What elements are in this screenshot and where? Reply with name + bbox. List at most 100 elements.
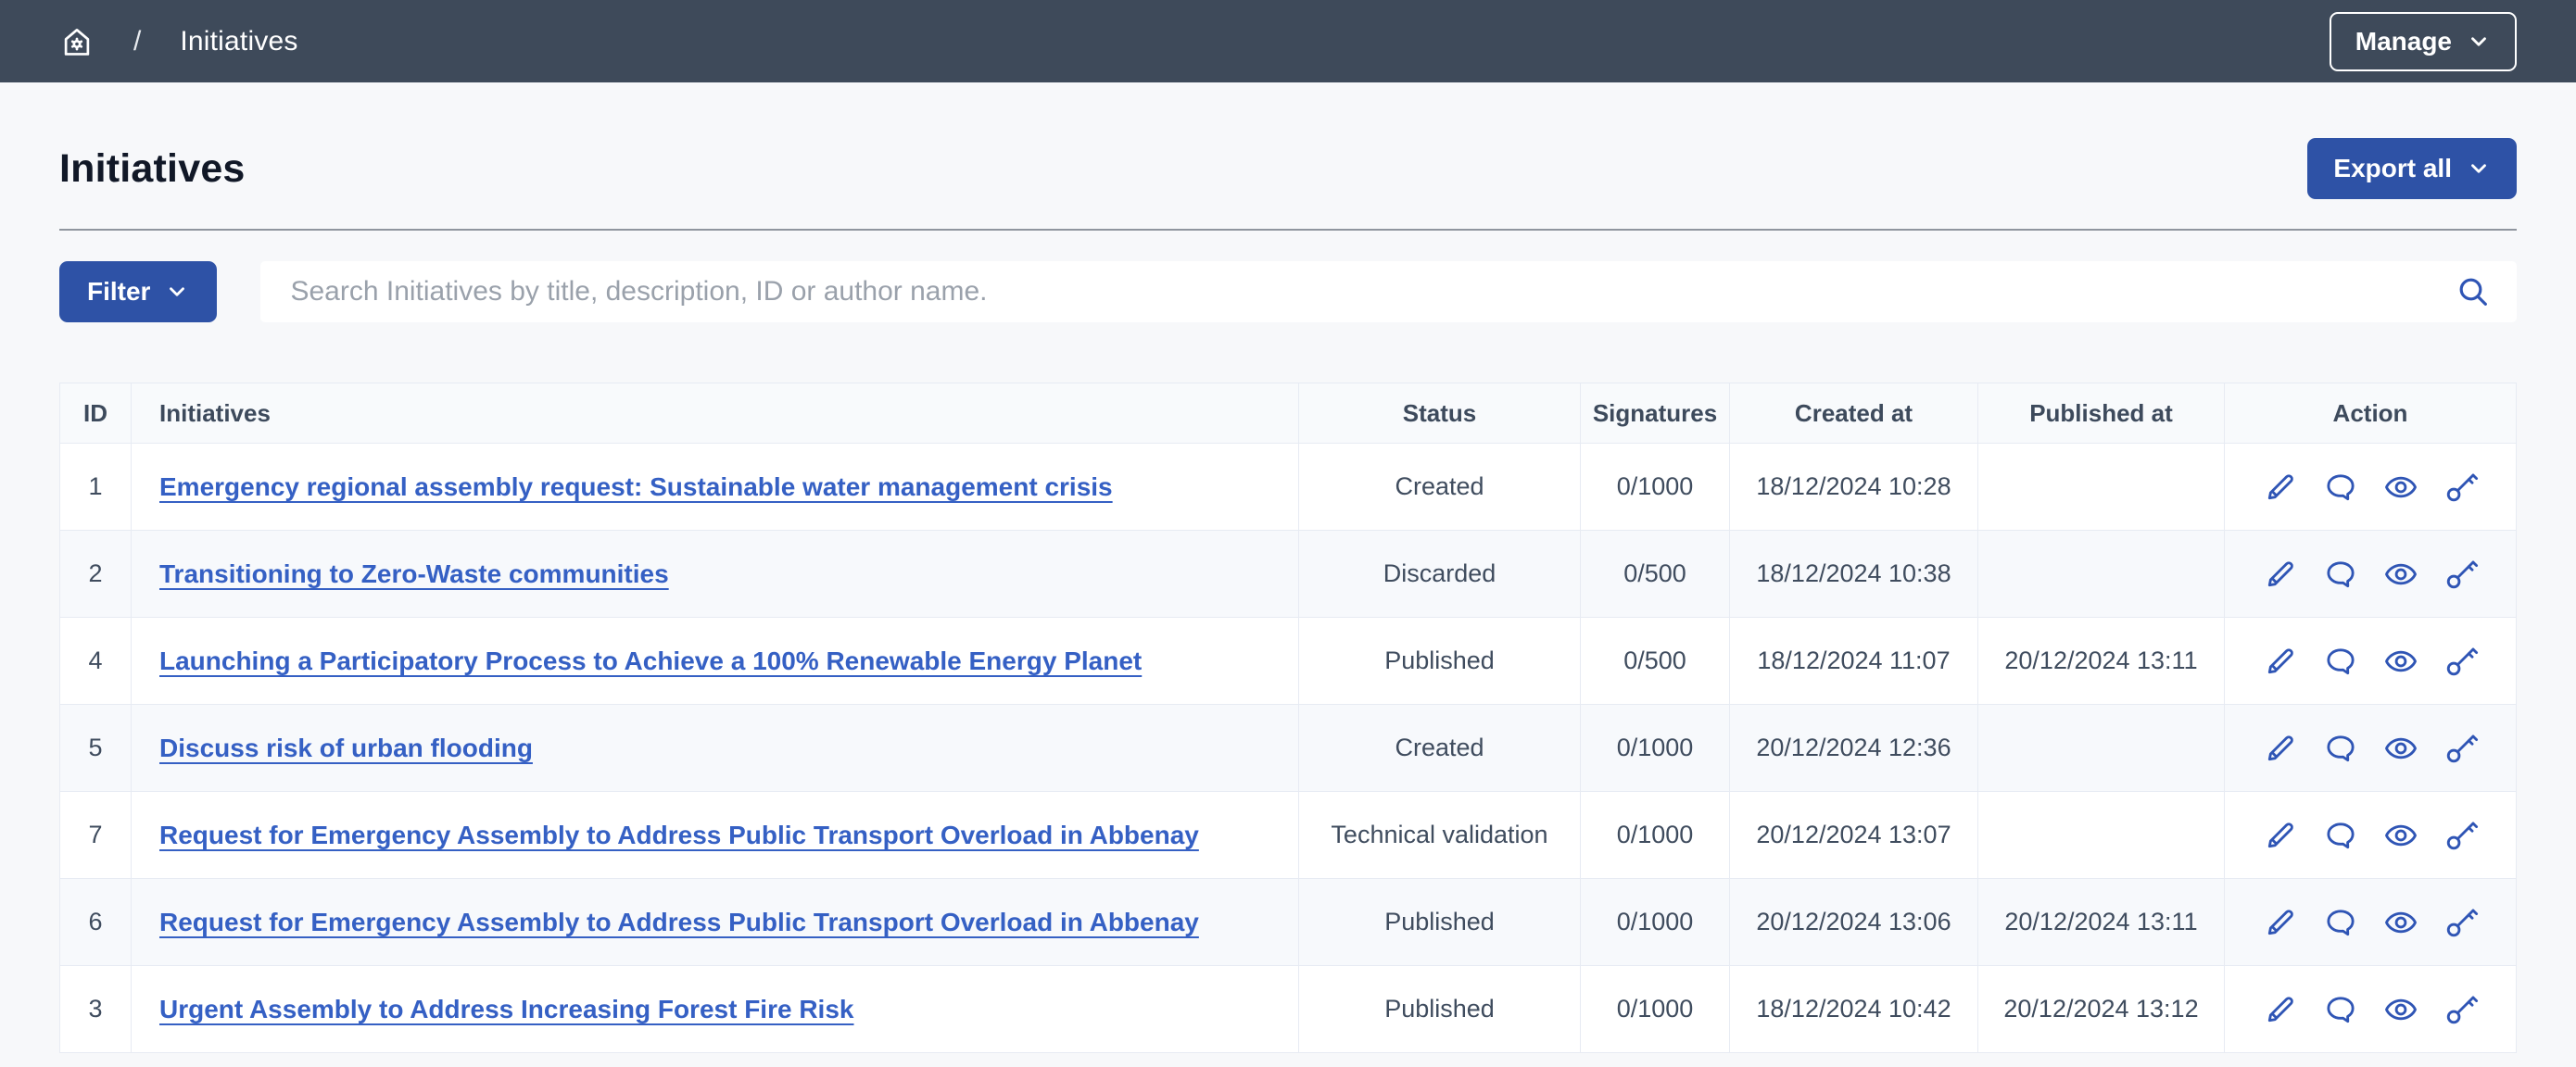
preview-eye-icon[interactable] bbox=[2382, 556, 2419, 593]
export-all-button[interactable]: Export all bbox=[2307, 138, 2517, 199]
breadcrumb-separator: / bbox=[133, 25, 142, 56]
answer-speech-bubble-icon[interactable] bbox=[2322, 643, 2359, 680]
breadcrumb: / Initiatives bbox=[59, 24, 298, 59]
initiative-signatures: 0/1000 bbox=[1580, 704, 1730, 792]
table-row: 6 Request for Emergency Assembly to Addr… bbox=[59, 878, 2517, 966]
initiative-title-link[interactable]: Discuss risk of urban flooding bbox=[159, 733, 533, 762]
edit-pencil-icon[interactable] bbox=[2262, 469, 2299, 506]
initiative-signatures: 0/1000 bbox=[1580, 965, 1730, 1053]
initiative-published-at: 20/12/2024 13:11 bbox=[1977, 617, 2225, 705]
initiative-signatures: 0/500 bbox=[1580, 617, 1730, 705]
preview-eye-icon[interactable] bbox=[2382, 904, 2419, 941]
edit-pencil-icon[interactable] bbox=[2262, 556, 2299, 593]
initiative-id: 2 bbox=[59, 530, 132, 618]
chevron-down-icon bbox=[2471, 36, 2486, 46]
edit-pencil-icon[interactable] bbox=[2262, 904, 2299, 941]
initiative-title-link[interactable]: Urgent Assembly to Address Increasing Fo… bbox=[159, 994, 854, 1023]
answer-speech-bubble-icon[interactable] bbox=[2322, 904, 2359, 941]
initiative-status: Published bbox=[1298, 617, 1581, 705]
permissions-key-icon[interactable] bbox=[2443, 904, 2480, 941]
preview-eye-icon[interactable] bbox=[2382, 643, 2419, 680]
column-header-status: Status bbox=[1298, 383, 1581, 444]
permissions-key-icon[interactable] bbox=[2443, 556, 2480, 593]
breadcrumb-current: Initiatives bbox=[180, 25, 298, 56]
export-all-label: Export all bbox=[2333, 154, 2452, 182]
initiative-id: 7 bbox=[59, 791, 132, 879]
initiative-id: 1 bbox=[59, 443, 132, 531]
table-row: 7 Request for Emergency Assembly to Addr… bbox=[59, 791, 2517, 879]
answer-speech-bubble-icon[interactable] bbox=[2322, 817, 2359, 854]
initiative-created-at: 18/12/2024 10:38 bbox=[1729, 530, 1978, 618]
manage-button[interactable]: Manage bbox=[2329, 11, 2517, 71]
filter-row: Filter bbox=[59, 261, 2517, 322]
initiative-published-at bbox=[1977, 443, 2225, 531]
column-header-initiatives: Initiatives bbox=[131, 383, 1299, 444]
column-header-published-at: Published at bbox=[1977, 383, 2225, 444]
topbar: / Initiatives Manage bbox=[0, 0, 2576, 82]
edit-pencil-icon[interactable] bbox=[2262, 643, 2299, 680]
table-header-row: ID Initiatives Status Signatures Created… bbox=[59, 383, 2517, 444]
answer-speech-bubble-icon[interactable] bbox=[2322, 991, 2359, 1028]
table-row: 4 Launching a Participatory Process to A… bbox=[59, 617, 2517, 705]
initiative-created-at: 20/12/2024 13:06 bbox=[1729, 878, 1978, 966]
main-content: Initiatives Export all Filter bbox=[0, 138, 2576, 1053]
search-input[interactable] bbox=[260, 261, 2517, 322]
row-actions bbox=[2225, 991, 2516, 1028]
edit-pencil-icon[interactable] bbox=[2262, 817, 2299, 854]
initiative-signatures: 0/1000 bbox=[1580, 443, 1730, 531]
initiative-created-at: 20/12/2024 13:07 bbox=[1729, 791, 1978, 879]
initiative-created-at: 18/12/2024 10:42 bbox=[1729, 965, 1978, 1053]
permissions-key-icon[interactable] bbox=[2443, 643, 2480, 680]
permissions-key-icon[interactable] bbox=[2443, 730, 2480, 767]
initiative-status: Published bbox=[1298, 965, 1581, 1053]
row-actions bbox=[2225, 643, 2516, 680]
edit-pencil-icon[interactable] bbox=[2262, 991, 2299, 1028]
permissions-key-icon[interactable] bbox=[2443, 817, 2480, 854]
answer-speech-bubble-icon[interactable] bbox=[2322, 469, 2359, 506]
initiative-status: Technical validation bbox=[1298, 791, 1581, 879]
title-divider bbox=[59, 229, 2517, 231]
initiatives-table-wrap: ID Initiatives Status Signatures Created… bbox=[59, 383, 2517, 1053]
page-title: Initiatives bbox=[59, 145, 246, 191]
initiative-published-at: 20/12/2024 13:12 bbox=[1977, 965, 2225, 1053]
column-header-created-at: Created at bbox=[1729, 383, 1978, 444]
initiative-status: Published bbox=[1298, 878, 1581, 966]
table-row: 2 Transitioning to Zero-Waste communitie… bbox=[59, 530, 2517, 618]
home-gear-icon[interactable] bbox=[59, 24, 95, 59]
initiative-title-link[interactable]: Emergency regional assembly request: Sus… bbox=[159, 471, 1113, 501]
row-actions bbox=[2225, 556, 2516, 593]
permissions-key-icon[interactable] bbox=[2443, 991, 2480, 1028]
initiative-published-at: 20/12/2024 13:11 bbox=[1977, 878, 2225, 966]
filter-button[interactable]: Filter bbox=[59, 261, 218, 322]
row-actions bbox=[2225, 817, 2516, 854]
row-actions bbox=[2225, 904, 2516, 941]
edit-pencil-icon[interactable] bbox=[2262, 730, 2299, 767]
table-row: 5 Discuss risk of urban flooding Created… bbox=[59, 704, 2517, 792]
initiative-status: Discarded bbox=[1298, 530, 1581, 618]
initiative-signatures: 0/1000 bbox=[1580, 791, 1730, 879]
answer-speech-bubble-icon[interactable] bbox=[2322, 556, 2359, 593]
title-row: Initiatives Export all bbox=[59, 138, 2517, 199]
preview-eye-icon[interactable] bbox=[2382, 730, 2419, 767]
initiative-created-at: 18/12/2024 11:07 bbox=[1729, 617, 1978, 705]
initiative-status: Created bbox=[1298, 704, 1581, 792]
initiative-id: 6 bbox=[59, 878, 132, 966]
search-wrap bbox=[260, 261, 2517, 322]
initiative-published-at bbox=[1977, 530, 2225, 618]
initiative-title-link[interactable]: Transitioning to Zero-Waste communities bbox=[159, 559, 669, 588]
answer-speech-bubble-icon[interactable] bbox=[2322, 730, 2359, 767]
chevron-down-icon bbox=[170, 287, 185, 296]
initiative-title-link[interactable]: Request for Emergency Assembly to Addres… bbox=[159, 907, 1199, 936]
initiatives-table: ID Initiatives Status Signatures Created… bbox=[59, 383, 2517, 1053]
initiative-status: Created bbox=[1298, 443, 1581, 531]
initiative-signatures: 0/1000 bbox=[1580, 878, 1730, 966]
initiative-title-link[interactable]: Launching a Participatory Process to Ach… bbox=[159, 646, 1143, 675]
column-header-action: Action bbox=[2224, 383, 2517, 444]
search-icon[interactable] bbox=[2454, 272, 2493, 311]
permissions-key-icon[interactable] bbox=[2443, 469, 2480, 506]
preview-eye-icon[interactable] bbox=[2382, 991, 2419, 1028]
initiative-title-link[interactable]: Request for Emergency Assembly to Addres… bbox=[159, 820, 1199, 849]
table-row: 3 Urgent Assembly to Address Increasing … bbox=[59, 965, 2517, 1053]
preview-eye-icon[interactable] bbox=[2382, 817, 2419, 854]
preview-eye-icon[interactable] bbox=[2382, 469, 2419, 506]
